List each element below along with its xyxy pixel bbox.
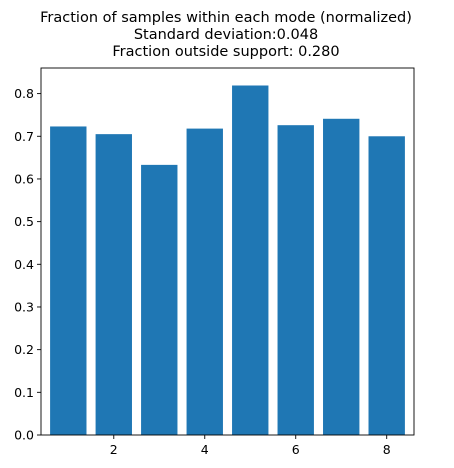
y-tick-label: 0.6 (14, 171, 34, 186)
y-tick-label: 0.4 (14, 257, 34, 272)
bar-1 (50, 126, 87, 435)
bar-8 (368, 136, 405, 436)
y-tick-label: 0.2 (14, 342, 34, 357)
plot-frame (40, 67, 415, 436)
x-axis: 2 4 6 8 (110, 435, 391, 457)
y-tick-label: 0.5 (14, 214, 34, 229)
y-tick-label: 0.7 (14, 129, 34, 144)
bar-2 (95, 134, 132, 435)
chart-title: Fraction of samples within each mode (no… (40, 10, 412, 60)
x-tick-label: 8 (383, 442, 391, 457)
y-tick-label: 0.0 (14, 428, 34, 443)
y-tick-label: 0.8 (14, 86, 34, 101)
x-tick-label: 2 (110, 442, 118, 457)
bar-3 (141, 164, 178, 436)
bar-7 (323, 118, 360, 435)
chart-title-line-3: Fraction outside support: 0.280 (112, 44, 339, 60)
chart-title-line-2: Standard deviation:0.048 (134, 27, 318, 43)
y-tick-label: 0.3 (14, 299, 34, 314)
chart-title-line-1: Fraction of samples within each mode (no… (40, 10, 412, 26)
x-tick-label: 6 (292, 442, 300, 457)
y-axis: 0.0 0.1 0.2 0.3 0.4 0.5 0.6 0.7 0.8 (14, 86, 41, 443)
y-tick-label: 0.1 (14, 385, 34, 400)
bar-5 (232, 85, 269, 435)
bar-6 (277, 125, 314, 436)
bar-series (50, 85, 405, 436)
x-tick-label: 4 (201, 442, 209, 457)
bar-4 (186, 128, 223, 436)
